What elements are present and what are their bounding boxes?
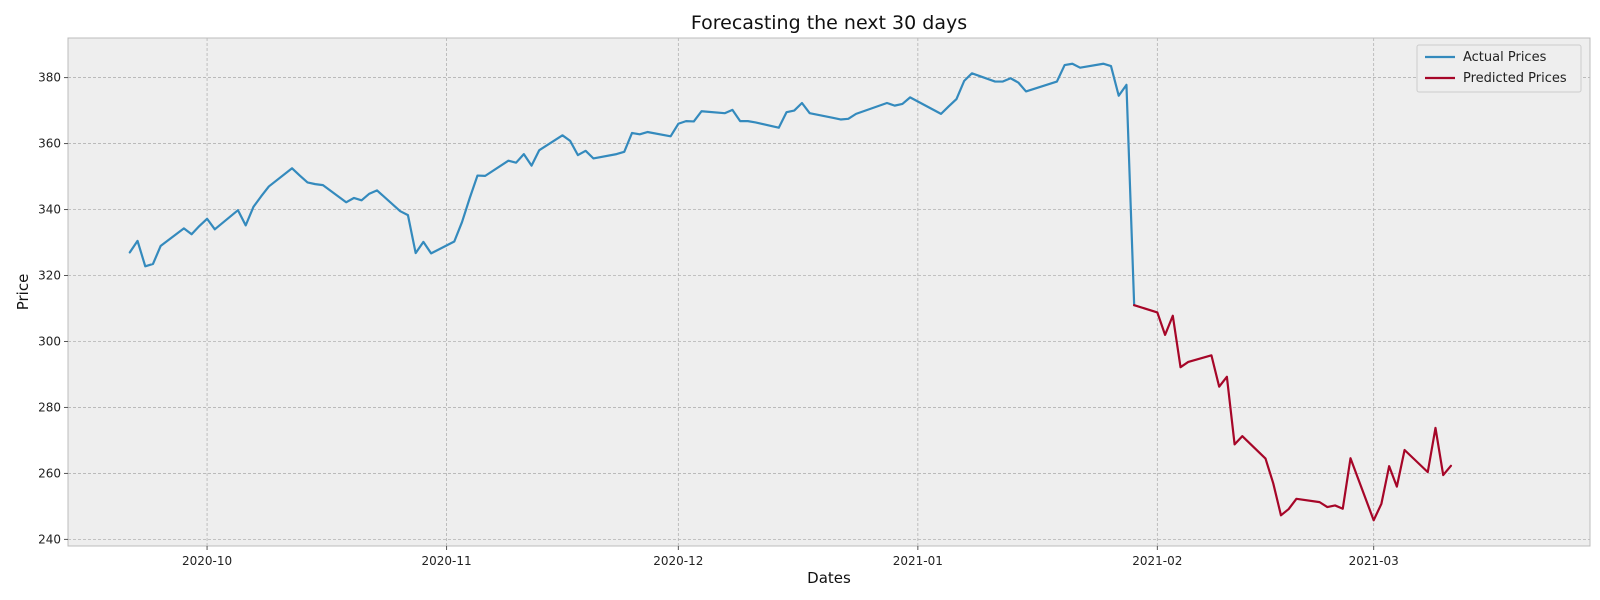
plot-frame	[67, 37, 1591, 547]
y-axis-ticks: 240 260 280 300 320 340 360 380	[38, 71, 68, 546]
x-tick-label: 2020-10	[182, 554, 232, 568]
y-tick-label: 280	[38, 400, 61, 414]
y-axis-label: Price	[14, 274, 32, 311]
plot-background	[68, 38, 1590, 546]
series-line-actual	[128, 62, 1136, 307]
y-tick-label: 340	[38, 203, 61, 217]
chart-title: Forecasting the next 30 days	[691, 12, 967, 34]
y-tick-label: 260	[38, 466, 61, 480]
x-tick-label: 2020-11	[421, 554, 471, 568]
legend: Actual Prices Predicted Prices	[1416, 44, 1582, 93]
x-tick-label: 2021-01	[893, 554, 943, 568]
y-tick-label: 320	[38, 269, 61, 283]
y-tick-label: 360	[38, 137, 61, 151]
x-tick-label: 2021-03	[1349, 554, 1399, 568]
series-layer	[128, 62, 1453, 522]
y-tick-label: 300	[38, 334, 61, 348]
series-line-predicted	[1133, 304, 1453, 522]
x-tick-label: 2021-02	[1132, 554, 1182, 568]
x-axis-ticks: 2020-10 2020-11 2020-12 2021-01 2021-02 2021-…	[182, 546, 1399, 568]
x-axis-label: Dates	[807, 569, 851, 587]
legend-label-actual: Actual Prices	[1463, 50, 1547, 65]
grid	[68, 38, 1590, 546]
x-tick-label: 2020-12	[653, 554, 703, 568]
legend-box	[1416, 44, 1582, 93]
y-tick-label: 380	[38, 71, 61, 85]
legend-label-predicted: Predicted Prices	[1463, 71, 1567, 86]
y-tick-label: 240	[38, 532, 61, 546]
